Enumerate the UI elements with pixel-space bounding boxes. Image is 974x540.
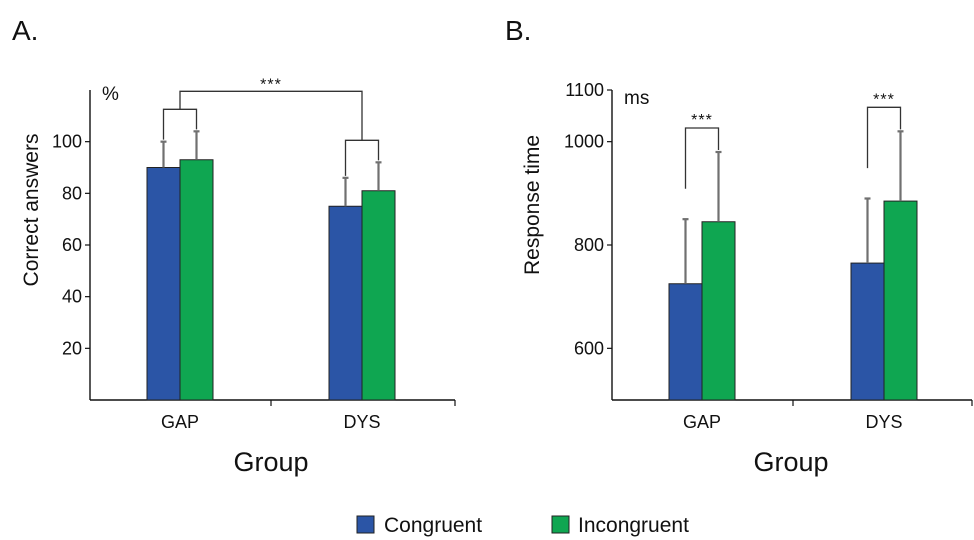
significance-bracket bbox=[684, 127, 720, 189]
y-tick-label: 40 bbox=[62, 287, 82, 307]
y-tick-label: 60 bbox=[62, 235, 82, 255]
significance-bracket-groups bbox=[179, 90, 363, 141]
panel-a-correct-answers: A. % Correct answers Group 20 40 60 80 100 GA… bbox=[12, 15, 456, 477]
legend-label-incongruent: Incongruent bbox=[578, 514, 689, 537]
x-category-label: DYS bbox=[865, 412, 902, 432]
bar-congruent bbox=[328, 205, 363, 401]
significance-bracket bbox=[162, 108, 198, 140]
panel-b-unit: ms bbox=[624, 88, 649, 109]
y-tick-label: 100 bbox=[52, 132, 82, 152]
bar-congruent bbox=[850, 262, 885, 401]
panel-a-unit: % bbox=[102, 84, 119, 105]
bar-congruent bbox=[146, 167, 181, 401]
panel-b-x-axis-title: Group bbox=[753, 447, 828, 477]
x-category-label: GAP bbox=[683, 412, 721, 432]
panel-a-plot-area: 20 40 60 80 100 GAP DYS *** bbox=[52, 76, 456, 432]
legend-swatch-incongruent bbox=[551, 515, 570, 534]
significance-bracket bbox=[344, 139, 380, 176]
y-tick-label: 600 bbox=[574, 338, 604, 358]
legend: Congruent Incongruent bbox=[356, 514, 689, 537]
y-tick-label: 20 bbox=[62, 338, 82, 358]
y-tick-label: 1100 bbox=[565, 80, 604, 100]
significance-stars: *** bbox=[260, 76, 282, 93]
bar-congruent bbox=[668, 283, 703, 401]
panel-b-response-time: B. ms Response time Group 600 800 1000 1100… bbox=[505, 15, 973, 477]
x-category-label: DYS bbox=[343, 412, 380, 432]
legend-label-congruent: Congruent bbox=[384, 514, 482, 537]
panel-a-label: A. bbox=[12, 15, 38, 46]
significance-bracket bbox=[866, 106, 902, 169]
bar-incongruent bbox=[883, 200, 918, 401]
y-tick-label: 1000 bbox=[564, 132, 604, 152]
panel-b-y-axis-title: Response time bbox=[521, 135, 544, 275]
significance-stars: *** bbox=[691, 112, 713, 129]
legend-swatch-congruent bbox=[356, 515, 375, 534]
panel-a-x-axis-title: Group bbox=[233, 447, 308, 477]
y-tick-label: 80 bbox=[62, 183, 82, 203]
bar-incongruent bbox=[701, 221, 736, 401]
y-tick-label: 800 bbox=[574, 235, 604, 255]
significance-stars: *** bbox=[873, 91, 895, 108]
panel-b-plot-area: 600 800 1000 1100 GAP DYS *** *** bbox=[564, 80, 973, 432]
bar-incongruent bbox=[179, 159, 214, 401]
panel-a-y-axis-title: Correct answers bbox=[20, 134, 43, 287]
panel-b-label: B. bbox=[505, 15, 531, 46]
bar-incongruent bbox=[361, 190, 396, 401]
x-category-label: GAP bbox=[161, 412, 199, 432]
